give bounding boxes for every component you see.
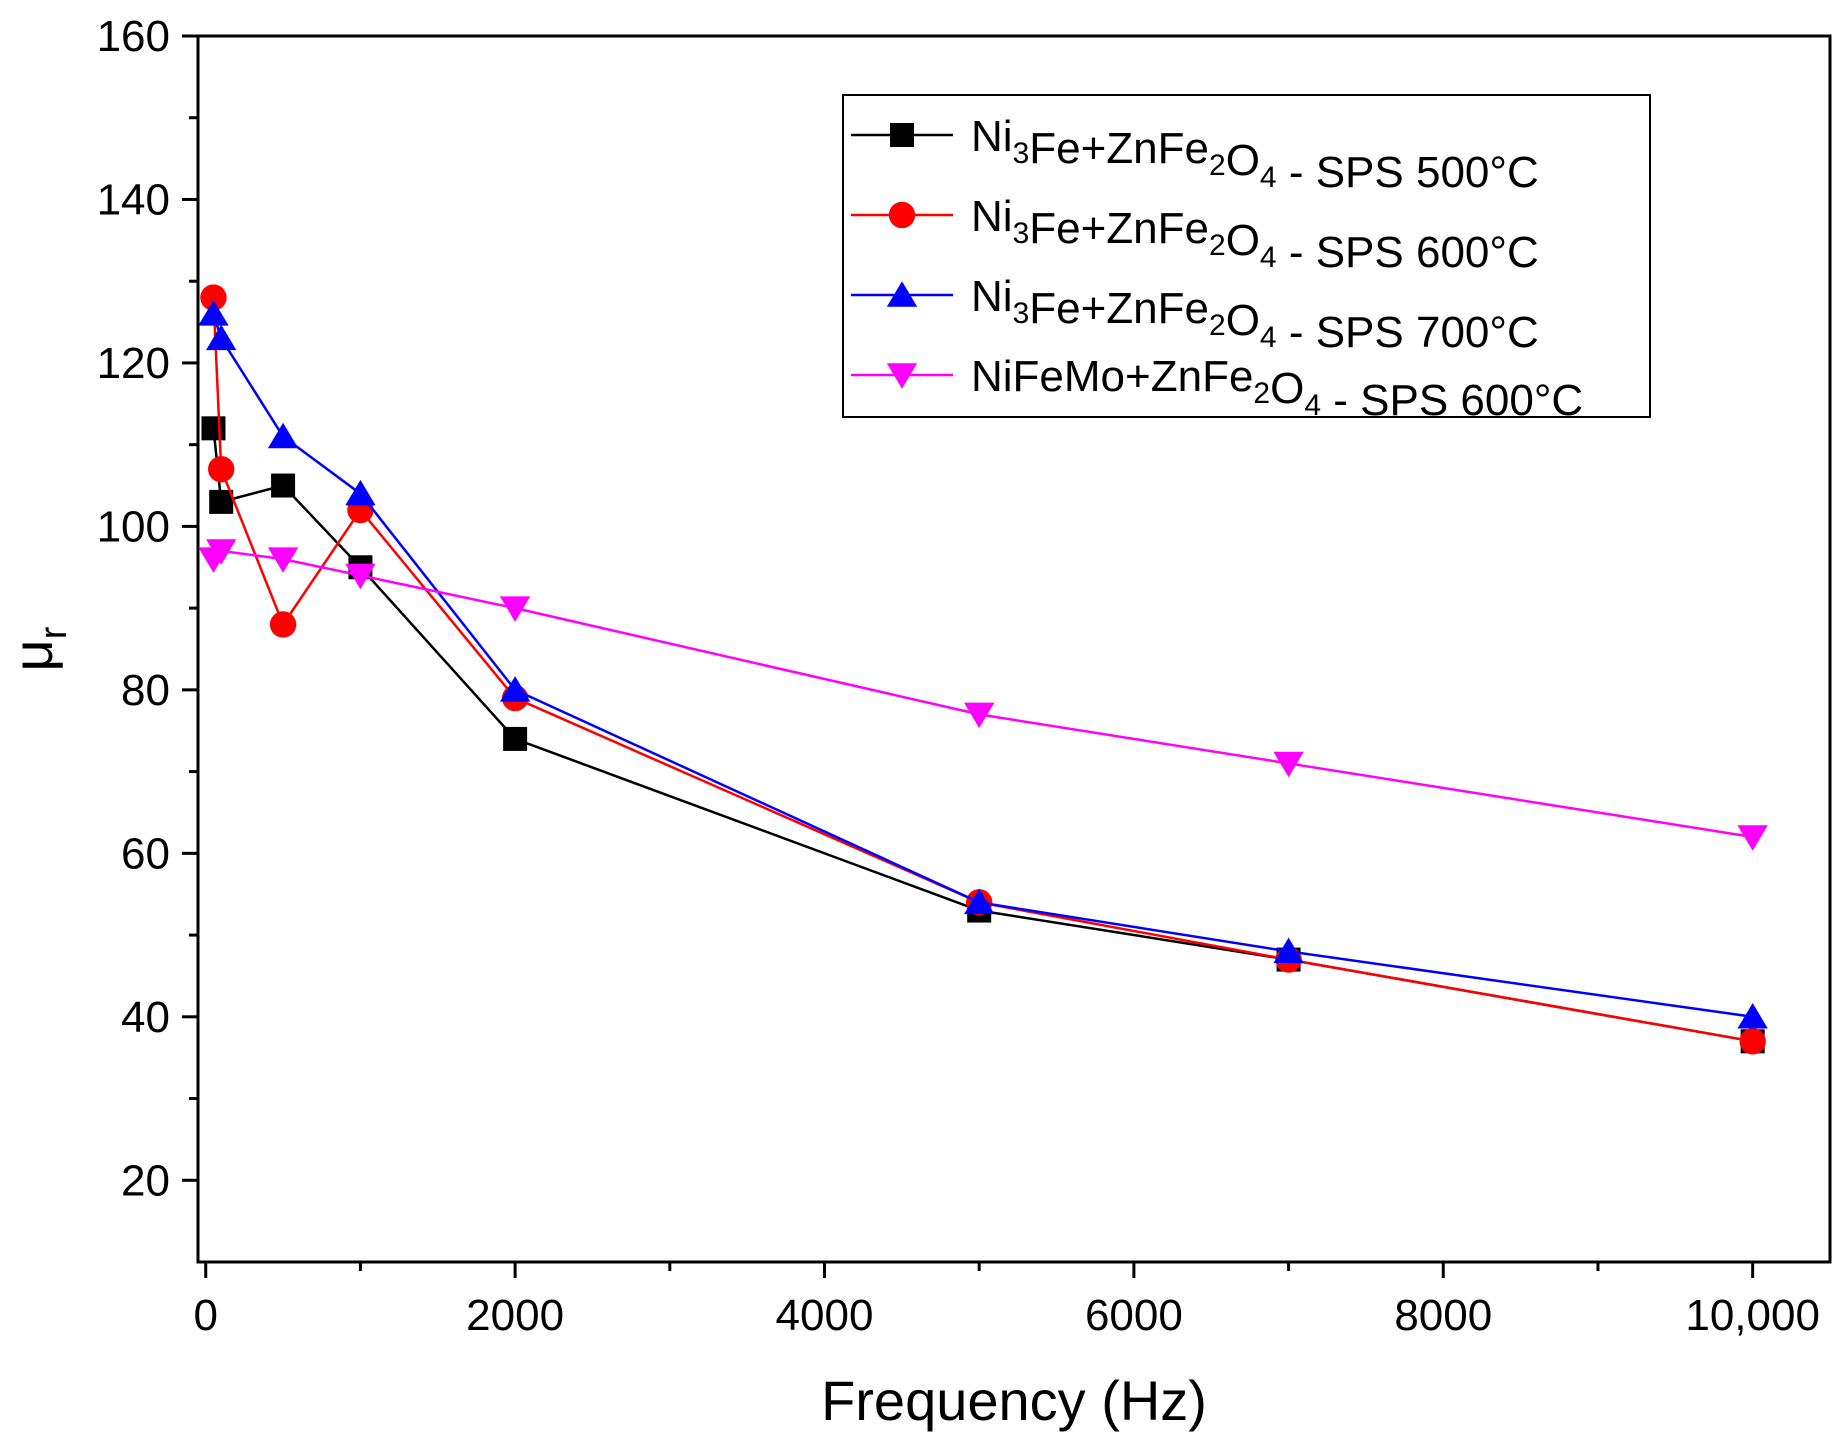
legend-label-text: Fe+ZnFe xyxy=(1029,284,1209,333)
legend-label-text: - SPS 600°C xyxy=(1321,376,1583,425)
legend-item: Ni3Fe+ZnFe2O4 - SPS 600°C xyxy=(851,192,1539,277)
legend-box xyxy=(842,94,1651,418)
y-tick-label: 160 xyxy=(97,12,170,61)
data-point xyxy=(201,416,226,441)
legend-label-text: Ni xyxy=(971,272,1013,321)
legend-label: NiFeMo+ZnFe2O4 - SPS 600°C xyxy=(971,352,1583,425)
legend-label-subscript: 2 xyxy=(1209,309,1226,342)
plot-frame xyxy=(196,34,1832,1264)
data-point xyxy=(206,539,237,565)
series-line xyxy=(212,297,1753,1043)
data-point xyxy=(209,489,234,514)
legend-item: Ni3Fe+ZnFe2O4 - SPS 700°C xyxy=(851,272,1539,357)
legend-label-subscript: 2 xyxy=(1253,377,1270,410)
data-point xyxy=(964,888,995,915)
data-point xyxy=(200,284,227,311)
legend-label: Ni3Fe+ZnFe2O4 - SPS 600°C xyxy=(971,192,1539,277)
legend-label-subscript: 3 xyxy=(1013,217,1030,250)
data-point xyxy=(271,473,296,498)
legend-label-subscript: 4 xyxy=(1260,321,1277,354)
legend-label-text: - SPS 600°C xyxy=(1277,228,1539,277)
x-tick-label: 0 xyxy=(193,1291,217,1340)
legend-label-subscript: 2 xyxy=(1209,149,1226,182)
y-axis-title: μr xyxy=(1,626,75,671)
legend-marker xyxy=(890,123,914,147)
data-point xyxy=(269,611,297,638)
legend-marker xyxy=(888,201,916,229)
data-point xyxy=(345,479,376,506)
legend-label-subscript: 4 xyxy=(1260,161,1277,194)
data-point xyxy=(206,324,237,351)
legend-label-text: Fe+ZnFe xyxy=(1029,204,1209,253)
data-point xyxy=(198,300,229,326)
legend-marker xyxy=(886,281,918,307)
y-tick-label: 120 xyxy=(97,339,170,388)
series-4 xyxy=(198,539,1768,851)
x-tick-label: 8000 xyxy=(1394,1291,1492,1340)
data-point xyxy=(267,547,299,573)
y-tick-label: 20 xyxy=(121,1156,170,1205)
x-tick-label: 10,000 xyxy=(1685,1291,1820,1340)
y-tick-label: 80 xyxy=(121,666,170,715)
y-tick-label: 140 xyxy=(97,175,170,224)
data-point xyxy=(1273,751,1304,778)
legend-label-subscript: 3 xyxy=(1013,297,1030,330)
legend-label: Ni3Fe+ZnFe2O4 - SPS 500°C xyxy=(971,112,1539,197)
legend-item: NiFeMo+ZnFe2O4 - SPS 600°C xyxy=(851,352,1583,425)
data-point xyxy=(208,455,235,483)
legend-label-subscript: 3 xyxy=(1013,137,1030,170)
data-point xyxy=(1273,937,1304,964)
legend-marker xyxy=(886,363,918,389)
y-tick-label: 40 xyxy=(121,993,170,1042)
legend-label-text: O xyxy=(1270,364,1304,413)
legend-label-text: - SPS 700°C xyxy=(1277,308,1539,357)
data-point xyxy=(1739,1028,1766,1055)
series-1 xyxy=(201,416,1765,1054)
legend-label-text: Ni xyxy=(971,192,1013,241)
y-axis-title-symbol: μ xyxy=(1,639,64,671)
legend-item: Ni3Fe+ZnFe2O4 - SPS 500°C xyxy=(851,112,1539,197)
series-line xyxy=(212,549,1753,839)
legend-label-subscript: 4 xyxy=(1304,389,1321,422)
data-point xyxy=(964,702,995,729)
axis-ticks: 0 2000 4000 6000 8000 10,000 20 40 60 80 100 120 140… xyxy=(97,12,1820,1340)
x-tick-label: 2000 xyxy=(466,1291,564,1340)
legend-label-text: O xyxy=(1226,296,1260,345)
legend-label: Ni3Fe+ZnFe2O4 - SPS 700°C xyxy=(971,272,1539,357)
data-point xyxy=(503,726,528,751)
series-line xyxy=(212,428,1753,1043)
data-point xyxy=(499,676,531,702)
data-point xyxy=(499,596,531,622)
x-tick-label: 6000 xyxy=(1085,1291,1183,1340)
data-point xyxy=(267,422,299,449)
legend-label-text: O xyxy=(1226,216,1260,265)
legend-label-text: O xyxy=(1226,136,1260,185)
data-point xyxy=(1737,1003,1768,1029)
y-tick-label: 60 xyxy=(121,829,170,878)
legend-label-subscript: 2 xyxy=(1209,229,1226,262)
y-axis-title-subscript: r xyxy=(33,626,75,639)
legend-label-text: - SPS 500°C xyxy=(1277,148,1539,197)
legend-label-subscript: 4 xyxy=(1260,241,1277,274)
legend-label-text: Fe+ZnFe xyxy=(1029,124,1209,173)
legend-label-text: Ni xyxy=(971,112,1013,161)
data-point xyxy=(345,563,376,590)
x-tick-label: 4000 xyxy=(776,1291,874,1340)
y-tick-label: 100 xyxy=(97,502,170,551)
x-axis-title: Frequency (Hz) xyxy=(821,1369,1207,1432)
data-point xyxy=(1737,825,1768,851)
legend-label-text: NiFeMo+ZnFe xyxy=(971,352,1253,401)
